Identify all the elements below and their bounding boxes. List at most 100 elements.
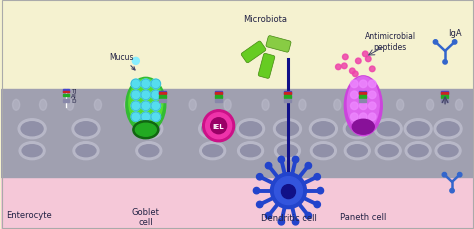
- Ellipse shape: [189, 100, 196, 111]
- Ellipse shape: [434, 119, 462, 139]
- Bar: [159, 99, 166, 102]
- Ellipse shape: [378, 145, 398, 157]
- Circle shape: [271, 173, 306, 209]
- Bar: [91, 104, 110, 139]
- Bar: [1, 177, 474, 229]
- Circle shape: [368, 103, 376, 110]
- Bar: [284, 95, 292, 98]
- Bar: [359, 91, 366, 94]
- Bar: [363, 104, 382, 139]
- Text: IgA: IgA: [448, 29, 462, 38]
- Circle shape: [151, 91, 161, 100]
- Ellipse shape: [344, 142, 370, 160]
- Ellipse shape: [138, 122, 160, 136]
- Circle shape: [256, 174, 263, 180]
- Circle shape: [141, 80, 151, 89]
- Ellipse shape: [129, 79, 163, 127]
- Circle shape: [305, 163, 311, 169]
- Ellipse shape: [136, 142, 162, 160]
- Ellipse shape: [347, 145, 367, 157]
- Bar: [359, 95, 366, 98]
- Ellipse shape: [310, 119, 337, 139]
- Circle shape: [369, 67, 375, 72]
- Circle shape: [368, 92, 376, 99]
- Ellipse shape: [201, 122, 224, 136]
- Ellipse shape: [375, 142, 401, 160]
- Text: Goblet
cell: Goblet cell: [132, 207, 160, 226]
- Circle shape: [353, 72, 358, 77]
- Bar: [215, 91, 222, 94]
- Ellipse shape: [296, 93, 315, 115]
- Ellipse shape: [224, 100, 231, 111]
- Circle shape: [131, 91, 141, 100]
- Ellipse shape: [155, 93, 173, 115]
- Circle shape: [359, 81, 367, 88]
- Ellipse shape: [64, 93, 82, 115]
- Circle shape: [350, 114, 358, 121]
- Ellipse shape: [9, 93, 28, 115]
- Ellipse shape: [407, 122, 429, 136]
- Bar: [186, 104, 205, 139]
- Circle shape: [151, 101, 161, 111]
- Bar: [441, 91, 448, 94]
- Circle shape: [203, 110, 235, 142]
- Circle shape: [256, 201, 263, 208]
- Ellipse shape: [453, 93, 472, 115]
- Bar: [63, 94, 69, 97]
- Bar: [63, 100, 69, 102]
- Text: Microbiota: Microbiota: [244, 15, 288, 24]
- Circle shape: [356, 59, 361, 64]
- Ellipse shape: [221, 93, 240, 115]
- Bar: [296, 104, 315, 139]
- Circle shape: [131, 112, 141, 122]
- Circle shape: [350, 103, 358, 110]
- Text: Enterocyte: Enterocyte: [6, 210, 52, 219]
- Circle shape: [292, 157, 299, 163]
- Ellipse shape: [186, 93, 205, 115]
- Bar: [64, 104, 82, 139]
- Circle shape: [350, 92, 358, 99]
- Bar: [215, 93, 222, 94]
- Ellipse shape: [273, 119, 301, 139]
- Ellipse shape: [12, 100, 20, 111]
- Ellipse shape: [262, 100, 269, 111]
- Circle shape: [368, 81, 376, 88]
- Bar: [284, 99, 292, 102]
- Bar: [441, 93, 448, 94]
- Ellipse shape: [135, 119, 163, 139]
- Ellipse shape: [237, 142, 264, 160]
- Ellipse shape: [365, 100, 373, 111]
- Bar: [1, 0, 474, 94]
- Bar: [394, 104, 413, 139]
- Bar: [63, 91, 69, 93]
- Ellipse shape: [397, 100, 404, 111]
- Circle shape: [206, 113, 232, 139]
- Bar: [331, 104, 350, 139]
- Bar: [9, 104, 28, 139]
- Ellipse shape: [394, 93, 413, 115]
- Text: Dendritic cell: Dendritic cell: [261, 213, 317, 222]
- Ellipse shape: [126, 78, 166, 133]
- Circle shape: [274, 177, 302, 205]
- Ellipse shape: [456, 100, 463, 111]
- Bar: [155, 104, 173, 139]
- Ellipse shape: [136, 124, 156, 137]
- Bar: [441, 95, 448, 98]
- Circle shape: [450, 189, 454, 193]
- Circle shape: [359, 103, 367, 110]
- Bar: [259, 104, 278, 139]
- Bar: [359, 99, 366, 102]
- Ellipse shape: [259, 93, 278, 115]
- Circle shape: [253, 188, 260, 194]
- Ellipse shape: [437, 122, 459, 136]
- Ellipse shape: [427, 100, 434, 111]
- Bar: [221, 104, 240, 139]
- Text: AJ: AJ: [71, 93, 77, 98]
- Text: Paneth cell: Paneth cell: [340, 212, 386, 221]
- Ellipse shape: [19, 142, 45, 160]
- Ellipse shape: [75, 122, 97, 136]
- Ellipse shape: [363, 93, 382, 115]
- Bar: [215, 99, 222, 102]
- Ellipse shape: [200, 142, 226, 160]
- Ellipse shape: [133, 121, 159, 139]
